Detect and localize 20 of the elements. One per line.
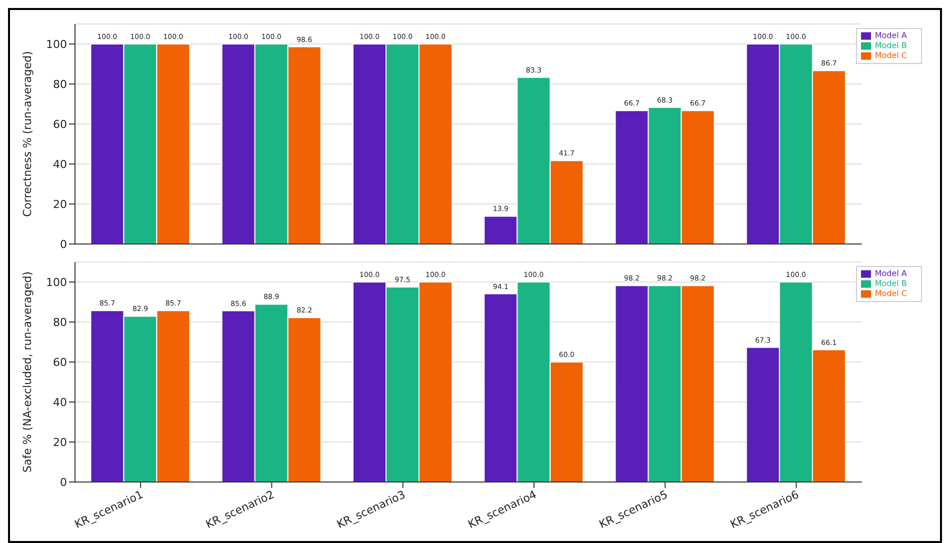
y-tick-label: 0 xyxy=(60,476,67,489)
legend-label: Model B xyxy=(874,41,907,50)
legend-label: Model B xyxy=(874,279,907,288)
legend-label: Model A xyxy=(874,269,907,278)
y-tick-label: 80 xyxy=(53,78,67,91)
y-tick-label: 100 xyxy=(46,276,67,289)
y-tick-label: 0 xyxy=(60,238,67,251)
legend-label: Model C xyxy=(874,289,907,298)
y-tick-label: 20 xyxy=(53,436,67,449)
legend-label: Model C xyxy=(874,51,907,60)
y-tick-label: 60 xyxy=(53,118,67,131)
y-tick-label: 60 xyxy=(53,356,67,369)
y-tick-label: 40 xyxy=(53,396,67,409)
legend-label: Model A xyxy=(874,31,907,40)
y-tick-label: 20 xyxy=(53,198,67,211)
y-tick-label: 40 xyxy=(53,158,67,171)
y-axis-title: Correctness % (run-averaged) xyxy=(20,51,34,217)
y-axis-title: Safe % (NA-excluded, run-averaged) xyxy=(20,271,34,473)
y-tick-label: 80 xyxy=(53,316,67,329)
y-tick-label: 100 xyxy=(46,38,67,51)
